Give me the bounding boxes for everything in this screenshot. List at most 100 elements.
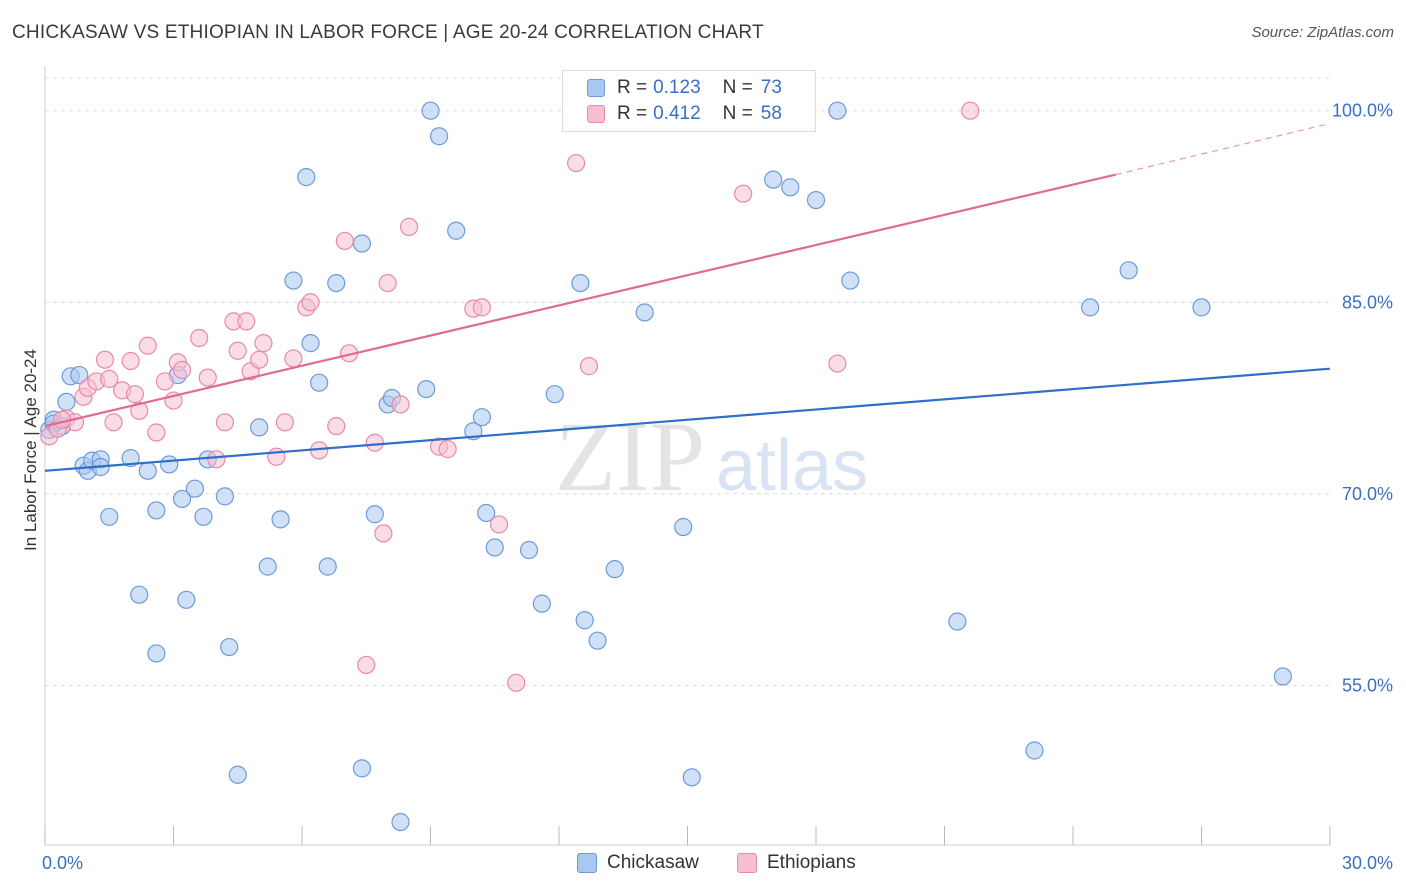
ethiopian-point — [237, 312, 256, 331]
chickasaw-point — [352, 234, 372, 253]
chickasaw-point — [545, 385, 564, 404]
ethiopian-point — [472, 298, 491, 317]
y-tick-label: 85.0% — [1342, 292, 1393, 312]
series-legend: Chickasaw Ethiopians — [0, 852, 1406, 878]
chickasaw-point — [215, 487, 234, 506]
ethiopians-legend-swatch — [737, 853, 757, 873]
ethiopian-point — [579, 357, 599, 376]
chickasaw-point — [519, 540, 539, 560]
ethiopian-point — [391, 395, 410, 414]
ethiopian-point — [284, 349, 303, 368]
chickasaw-point — [485, 538, 504, 557]
r-value: 0.123 — [653, 77, 701, 98]
ethiopian-point — [507, 673, 526, 692]
n-value: 58 — [760, 103, 782, 124]
legend-label-ethiopians: Ethiopians — [767, 852, 856, 873]
chickasaw-point — [421, 101, 440, 120]
n-value: 73 — [760, 77, 782, 98]
ethiopian-point — [95, 350, 115, 369]
ethiopian-point — [335, 231, 354, 251]
tick-labels: 55.0% 70.0% 85.0% 100.0% 0.0% 30.0% — [42, 101, 1393, 873]
y-tick-label: 100.0% — [1332, 101, 1393, 121]
ethiopian-point — [254, 334, 273, 353]
chickasaw-point — [160, 455, 179, 474]
chickasaw-point — [271, 510, 290, 529]
chickasaw-point — [147, 501, 166, 520]
ethiopian-point — [198, 368, 217, 387]
y-tick-label: 70.0% — [1342, 484, 1393, 504]
chickasaw-point — [841, 271, 860, 290]
chickasaw-point — [194, 507, 213, 526]
watermark-zip: ZIP — [555, 401, 705, 512]
chickasaw-point — [588, 631, 607, 650]
chickasaw-point — [147, 644, 166, 663]
chickasaw-point — [318, 557, 337, 576]
chickasaw-point — [674, 517, 693, 537]
n-label: N = — [722, 77, 753, 98]
x-tick-label: 30.0% — [1342, 853, 1393, 873]
trend-lines — [44, 122, 1331, 472]
chickasaw-legend-swatch — [577, 853, 597, 873]
stats-legend-row-ethiopians: R = 0.412 N = 58 — [587, 102, 782, 126]
chickasaw-point — [429, 127, 449, 146]
chickasaw-point — [1025, 741, 1044, 760]
chickasaw-point — [1273, 667, 1292, 686]
chickasaw-point — [297, 168, 316, 187]
ethiopian-point — [104, 413, 123, 432]
chickasaw-point — [177, 590, 196, 609]
ethiopian-point — [147, 423, 166, 442]
y-axis-label: In Labor Force | Age 20-24 — [21, 349, 40, 551]
x-tick-label: 0.0% — [42, 853, 83, 873]
source-label: Source: ZipAtlas.com — [1251, 24, 1394, 41]
chickasaw-point — [635, 303, 654, 322]
chickasaw-point — [258, 557, 277, 576]
chickasaw-point — [605, 560, 624, 579]
ethiopian-point — [172, 360, 192, 380]
ethiopian-point — [357, 655, 376, 675]
chickasaw-point — [391, 812, 410, 832]
chickasaw-point — [477, 503, 496, 523]
chickasaw-point — [571, 273, 590, 293]
chickasaw-point — [575, 611, 594, 630]
chickasaw-point — [1192, 298, 1211, 317]
ethiopian-point — [489, 515, 509, 534]
chickasaw-point — [764, 170, 783, 189]
chickasaw-point — [532, 594, 551, 613]
ethiopian-point — [567, 153, 586, 173]
ethiopian-point — [138, 336, 157, 355]
ethiopian-point — [438, 440, 457, 459]
ethiopian-point — [121, 351, 140, 371]
chickasaw-point — [301, 334, 320, 353]
chickasaw-point — [220, 637, 239, 657]
r-label: R = — [617, 103, 648, 124]
chickasaw-point — [447, 221, 466, 240]
stats-legend: R = 0.123 N = 73 R = 0.412 N = 58 — [562, 70, 816, 132]
chickasaw-point — [472, 408, 491, 427]
chickasaw-swatch — [587, 79, 605, 97]
chickasaw-point — [172, 489, 192, 509]
ethiopian-point — [961, 101, 980, 120]
chickasaw-point — [121, 448, 140, 468]
data-points — [40, 101, 1292, 832]
ethiopian-point — [100, 369, 119, 388]
ethiopian-point — [301, 293, 320, 312]
ethiopian-point — [399, 217, 419, 237]
chickasaw-point — [228, 765, 247, 784]
chickasaw-point — [682, 768, 701, 787]
legend-item-ethiopians[interactable]: Ethiopians — [737, 852, 856, 874]
ethiopian-point — [250, 350, 269, 369]
y-axis-label-container: In Labor Force | Age 20-24 — [16, 240, 46, 660]
chickasaw-point — [1119, 261, 1138, 280]
y-tick-label: 55.0% — [1342, 675, 1393, 695]
ethiopian-point — [207, 450, 226, 469]
ethiopian-point — [190, 328, 209, 348]
ethiopian-point — [374, 524, 393, 543]
chickasaw-point — [100, 507, 119, 526]
ethiopian-point — [365, 433, 384, 452]
chickasaw-point — [250, 418, 269, 437]
ethiopian-point — [155, 372, 175, 391]
legend-item-chickasaw[interactable]: Chickasaw — [577, 852, 699, 874]
chickasaw-trend-line — [44, 367, 1331, 472]
r-label: R = — [617, 77, 648, 98]
